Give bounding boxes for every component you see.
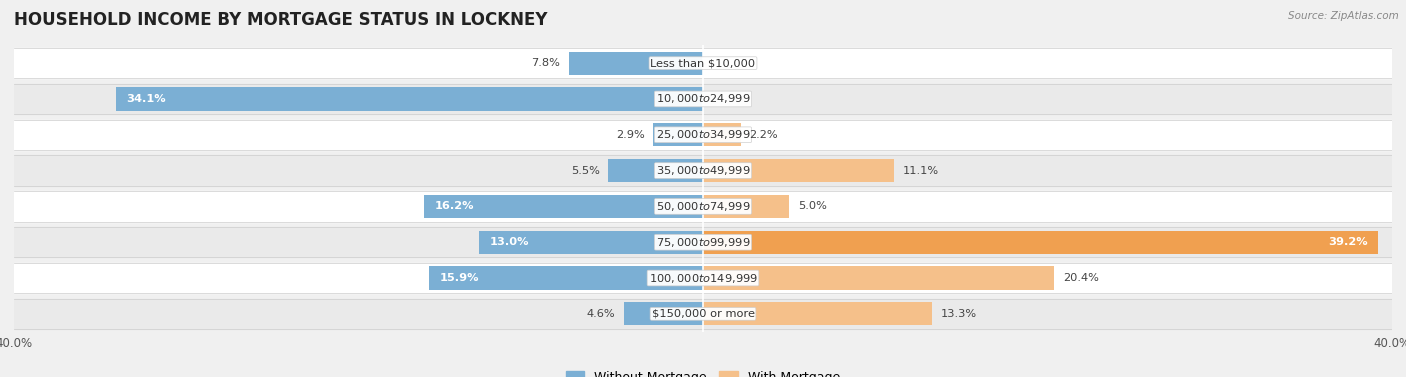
Text: $150,000 or more: $150,000 or more bbox=[651, 309, 755, 319]
Text: 11.1%: 11.1% bbox=[903, 166, 939, 176]
Text: 5.0%: 5.0% bbox=[797, 201, 827, 211]
Text: 4.6%: 4.6% bbox=[586, 309, 616, 319]
Bar bbox=[703, 123, 741, 146]
Bar bbox=[609, 159, 703, 182]
Text: $75,000 to $99,999: $75,000 to $99,999 bbox=[655, 236, 751, 249]
Legend: Without Mortgage, With Mortgage: Without Mortgage, With Mortgage bbox=[561, 366, 845, 377]
Bar bbox=[14, 48, 1392, 78]
Bar bbox=[568, 52, 703, 75]
Text: 5.5%: 5.5% bbox=[571, 166, 599, 176]
Bar bbox=[14, 84, 1392, 114]
Text: $50,000 to $74,999: $50,000 to $74,999 bbox=[655, 200, 751, 213]
Text: 2.2%: 2.2% bbox=[749, 130, 778, 140]
Bar bbox=[115, 87, 703, 110]
Bar bbox=[429, 267, 703, 290]
Text: 7.8%: 7.8% bbox=[531, 58, 560, 68]
Bar bbox=[703, 231, 1378, 254]
Bar bbox=[14, 299, 1392, 329]
Text: $100,000 to $149,999: $100,000 to $149,999 bbox=[648, 271, 758, 285]
Text: Source: ZipAtlas.com: Source: ZipAtlas.com bbox=[1288, 11, 1399, 21]
Bar bbox=[14, 227, 1392, 257]
Bar bbox=[703, 302, 932, 325]
Bar bbox=[703, 159, 894, 182]
Text: $25,000 to $34,999: $25,000 to $34,999 bbox=[655, 128, 751, 141]
Text: 15.9%: 15.9% bbox=[440, 273, 479, 283]
Bar bbox=[14, 263, 1392, 293]
Text: $35,000 to $49,999: $35,000 to $49,999 bbox=[655, 164, 751, 177]
Bar bbox=[703, 267, 1054, 290]
Bar bbox=[652, 123, 703, 146]
Text: 2.9%: 2.9% bbox=[616, 130, 644, 140]
Text: 13.3%: 13.3% bbox=[941, 309, 977, 319]
Bar bbox=[479, 231, 703, 254]
Text: 39.2%: 39.2% bbox=[1329, 237, 1368, 247]
Bar bbox=[703, 195, 789, 218]
Bar bbox=[14, 191, 1392, 222]
Text: 34.1%: 34.1% bbox=[127, 94, 166, 104]
Bar bbox=[624, 302, 703, 325]
Text: 16.2%: 16.2% bbox=[434, 201, 474, 211]
Bar bbox=[14, 120, 1392, 150]
Text: HOUSEHOLD INCOME BY MORTGAGE STATUS IN LOCKNEY: HOUSEHOLD INCOME BY MORTGAGE STATUS IN L… bbox=[14, 11, 547, 29]
Bar bbox=[14, 155, 1392, 186]
Bar bbox=[425, 195, 703, 218]
Text: Less than $10,000: Less than $10,000 bbox=[651, 58, 755, 68]
Text: 20.4%: 20.4% bbox=[1063, 273, 1099, 283]
Text: 13.0%: 13.0% bbox=[489, 237, 529, 247]
Text: $10,000 to $24,999: $10,000 to $24,999 bbox=[655, 92, 751, 106]
